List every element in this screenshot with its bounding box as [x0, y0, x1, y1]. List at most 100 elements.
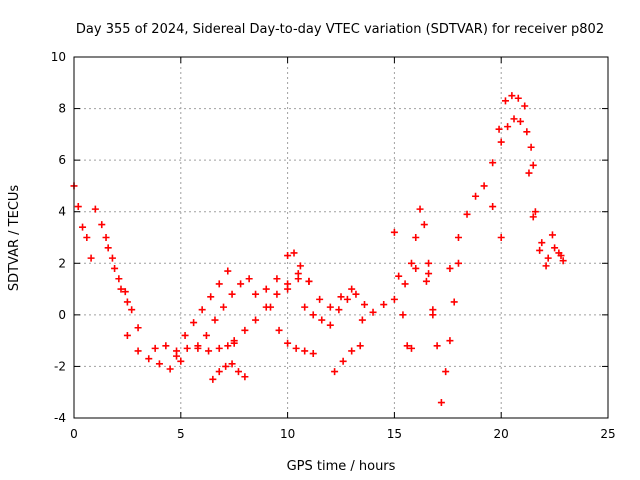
plot-frame — [73, 56, 609, 419]
data-point — [472, 192, 480, 200]
data-point — [399, 311, 407, 319]
data-point — [155, 360, 163, 368]
data-point — [294, 270, 302, 278]
data-point — [296, 262, 304, 270]
series-arc-10 — [252, 249, 304, 298]
data-point — [433, 342, 441, 350]
data-point — [527, 143, 535, 151]
series-arc-11 — [267, 303, 317, 358]
x-tick-label: 0 — [70, 427, 78, 441]
data-point — [425, 270, 433, 278]
data-point — [211, 316, 219, 324]
data-point — [437, 399, 445, 407]
data-point — [111, 264, 119, 272]
data-point — [207, 293, 215, 301]
data-point — [128, 306, 136, 314]
data-point — [335, 306, 343, 314]
data-point — [531, 208, 539, 216]
data-point — [480, 182, 488, 190]
data-point — [301, 303, 309, 311]
data-point — [198, 306, 206, 314]
data-point — [407, 344, 415, 352]
data-point — [454, 234, 462, 241]
y-tick-label: 4 — [58, 205, 66, 219]
data-point — [536, 246, 544, 254]
data-point — [390, 228, 398, 236]
data-point — [489, 203, 497, 211]
data-point — [555, 249, 563, 257]
data-point — [284, 252, 292, 260]
data-point — [284, 285, 292, 293]
data-point — [91, 205, 99, 213]
series-arc-03 — [102, 234, 142, 332]
data-point — [134, 347, 142, 355]
data-point — [390, 295, 398, 303]
data-point — [301, 347, 309, 355]
series-arc-19 — [446, 182, 505, 272]
y-tick-label: -4 — [54, 411, 66, 425]
data-point — [290, 249, 298, 257]
data-point — [529, 213, 537, 221]
series-arc-04 — [123, 331, 185, 373]
data-point — [331, 368, 339, 376]
data-point — [548, 231, 556, 239]
data-point — [559, 257, 567, 265]
y-tick-label: 6 — [58, 153, 66, 167]
data-point — [326, 303, 334, 311]
x-axis-label: GPS time / hours — [287, 459, 396, 474]
data-point — [412, 234, 420, 241]
data-point — [309, 350, 317, 358]
y-tick-label: 10 — [51, 50, 66, 64]
data-point — [369, 308, 377, 316]
data-point — [273, 275, 281, 283]
x-tick-label: 5 — [177, 427, 185, 441]
data-point — [275, 326, 283, 334]
grid — [74, 57, 608, 418]
data-point — [495, 125, 503, 133]
data-point — [151, 344, 159, 352]
data-point — [241, 326, 249, 334]
data-point — [183, 344, 191, 352]
data-point — [117, 285, 125, 293]
data-point — [360, 301, 368, 309]
series-arc-21 — [497, 115, 537, 169]
data-point — [190, 319, 198, 327]
data-point — [305, 277, 313, 285]
data-point — [339, 357, 347, 365]
data-point — [202, 331, 210, 339]
data-point — [230, 337, 238, 345]
data-point — [166, 365, 174, 373]
data-point — [523, 128, 531, 136]
data-point — [429, 311, 437, 319]
data-point — [262, 285, 270, 293]
series-arc-06 — [173, 267, 232, 355]
data-point — [102, 234, 110, 241]
data-point — [194, 344, 202, 352]
data-point — [326, 321, 334, 329]
data-point — [450, 298, 458, 306]
data-point — [416, 205, 424, 213]
data-point — [252, 290, 260, 298]
data-point — [356, 342, 364, 350]
data-point — [74, 203, 82, 211]
y-tick-label: 8 — [58, 102, 66, 116]
y-tick-label: -2 — [54, 359, 66, 373]
data-point — [401, 280, 409, 288]
data-point — [245, 275, 253, 283]
data-point — [79, 223, 87, 231]
data-point — [516, 117, 524, 125]
data-point — [237, 280, 245, 288]
series-arc-16 — [390, 228, 415, 352]
data-point — [228, 290, 236, 298]
data-point — [454, 259, 462, 267]
data-point — [422, 277, 430, 285]
data-point — [446, 264, 454, 272]
data-point — [241, 373, 249, 381]
x-tick-label: 20 — [494, 427, 509, 441]
data-point — [542, 262, 550, 270]
data-point — [145, 355, 153, 363]
data-point — [309, 311, 317, 319]
data-point — [538, 239, 546, 247]
